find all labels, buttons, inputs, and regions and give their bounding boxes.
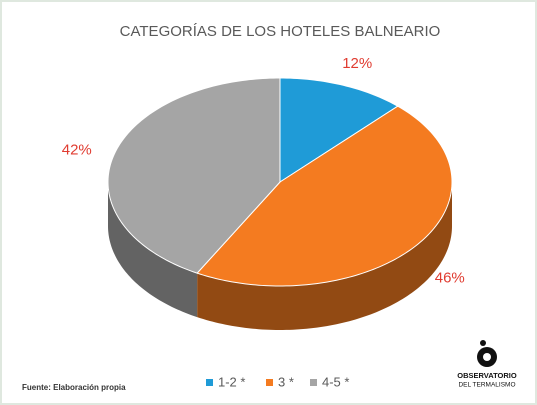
legend-swatch — [266, 379, 273, 386]
legend-label: 1-2 * — [218, 374, 245, 389]
legend-swatch — [310, 379, 317, 386]
legend-swatch — [206, 379, 213, 386]
data-label: 12% — [342, 55, 372, 72]
logo-subtext: DEL TERMALISMO — [458, 382, 515, 389]
legend-label: 3 * — [278, 374, 294, 389]
pie-slice — [279, 77, 399, 183]
data-label: 42% — [62, 141, 92, 158]
pie-side — [197, 182, 452, 330]
logo-icon-hole — [483, 353, 491, 361]
source-note: Fuente: Elaboración propia — [22, 383, 126, 392]
logo: OBSERVATORIO DEL TERMALISMO — [457, 340, 517, 389]
legend-label: 4-5 * — [322, 374, 349, 389]
logo-dot — [480, 340, 486, 346]
pie-slice — [107, 77, 281, 274]
data-label: 46% — [435, 270, 465, 287]
pie-slice — [196, 105, 453, 287]
pie-side — [108, 182, 198, 318]
logo-text: OBSERVATORIO — [457, 371, 517, 380]
chart-title: CATEGORÍAS DE LOS HOTELES BALNEARIO — [120, 23, 441, 40]
